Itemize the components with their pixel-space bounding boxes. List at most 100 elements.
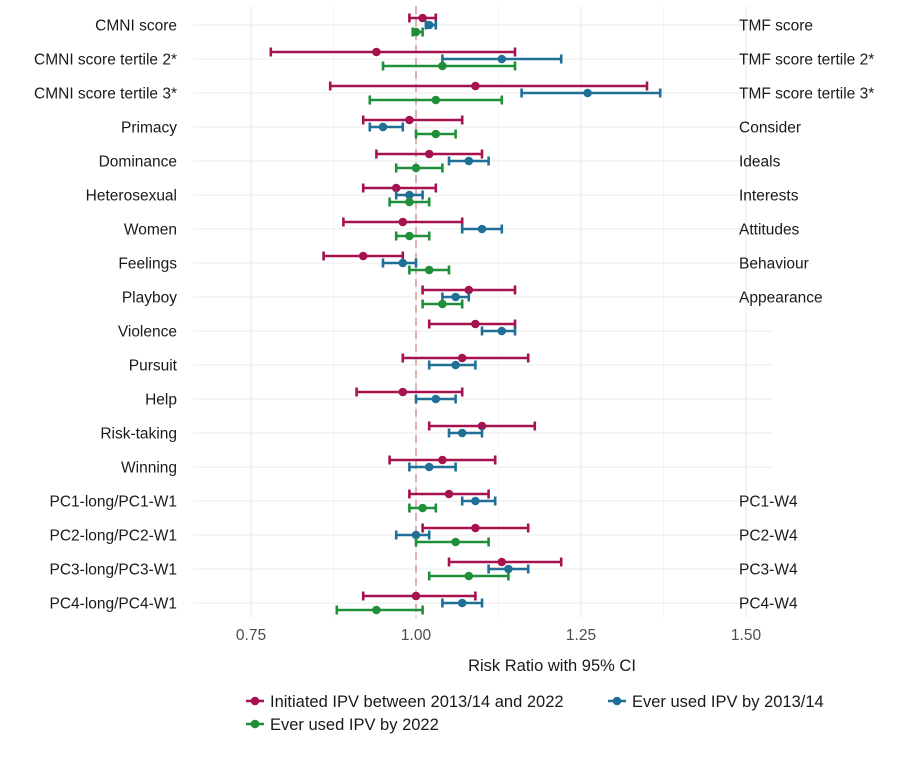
- point-estimate: [411, 591, 421, 601]
- point-estimate: [424, 149, 434, 159]
- point-estimate: [358, 251, 368, 261]
- row-label-right: PC1-W4: [739, 494, 798, 511]
- row-label-left: Feelings: [118, 256, 177, 273]
- point-estimate: [372, 47, 381, 57]
- row-label-right: Ideals: [739, 154, 781, 171]
- row-label-left: CMNI score tertile 2*: [34, 52, 177, 69]
- point-estimate: [438, 61, 447, 71]
- point-estimate: [471, 523, 480, 533]
- legend-label: Ever used IPV by 2013/14: [632, 693, 824, 711]
- legend-swatch-dot: [250, 696, 260, 706]
- point-estimate: [398, 217, 408, 227]
- row-label-right: PC2-W4: [739, 528, 798, 545]
- point-estimate: [438, 455, 447, 465]
- point-estimate: [411, 530, 421, 540]
- row-label-left: Winning: [121, 460, 177, 477]
- point-estimate: [477, 421, 487, 431]
- row-label-left: CMNI score: [95, 18, 177, 35]
- point-estimate: [457, 428, 467, 438]
- point-estimate: [431, 95, 441, 105]
- point-estimate: [471, 81, 480, 91]
- point-estimate: [405, 115, 414, 125]
- row-label-right: Behaviour: [739, 256, 809, 273]
- point-estimate: [372, 605, 381, 615]
- point-estimate: [418, 503, 427, 513]
- point-estimate: [411, 163, 421, 173]
- row-label-left: PC4-long/PC4-W1: [50, 596, 178, 613]
- legend-swatch-dot: [612, 696, 622, 706]
- row-label-left: Women: [124, 222, 177, 239]
- point-estimate: [451, 537, 460, 547]
- row-label-left: Playboy: [122, 290, 177, 307]
- series-2: [368, 20, 662, 608]
- row-label-right: Attitudes: [739, 222, 800, 239]
- legend-item: Ever used IPV by 2022: [246, 716, 439, 734]
- row-label-right: TMF score tertile 2*: [739, 52, 874, 69]
- point-estimate: [477, 224, 487, 234]
- row-label-right: PC4-W4: [739, 596, 798, 613]
- row-label-left: Help: [145, 392, 177, 409]
- point-estimate: [583, 88, 592, 98]
- point-estimate: [497, 557, 507, 567]
- point-estimate: [418, 13, 427, 23]
- chart-marks: [269, 13, 662, 615]
- legend-item: Ever used IPV by 2013/14: [608, 693, 824, 711]
- point-estimate: [497, 54, 507, 64]
- row-label-left: PC3-long/PC3-W1: [50, 562, 178, 579]
- point-estimate: [438, 299, 447, 309]
- point-estimate: [424, 265, 434, 275]
- point-estimate: [444, 489, 454, 499]
- row-label-left: CMNI score tertile 3*: [34, 86, 177, 103]
- point-estimate: [398, 387, 408, 397]
- point-estimate: [405, 190, 414, 200]
- row-label-right: Appearance: [739, 290, 823, 307]
- point-estimate: [424, 20, 434, 30]
- point-estimate: [457, 353, 467, 363]
- x-tick-label: 1.25: [566, 627, 596, 644]
- legend-label: Ever used IPV by 2022: [270, 716, 439, 734]
- point-estimate: [504, 564, 513, 574]
- legend-swatch-dot: [250, 719, 260, 729]
- grid-lines: [193, 6, 773, 618]
- legend-item: Initiated IPV between 2013/14 and 2022: [246, 693, 564, 711]
- point-estimate: [471, 319, 480, 329]
- point-estimate: [424, 462, 434, 472]
- point-estimate: [391, 183, 401, 193]
- point-estimate: [431, 129, 441, 139]
- row-label-right: TMF score: [739, 18, 813, 35]
- x-axis-ticks: 0.75 1.00 1.25 1.50: [236, 627, 762, 644]
- point-estimate: [451, 360, 460, 370]
- point-estimate: [464, 571, 474, 581]
- point-estimate: [464, 156, 474, 166]
- row-label-right: PC3-W4: [739, 562, 798, 579]
- row-label-left: Violence: [118, 324, 177, 341]
- row-label-left: Pursuit: [129, 358, 178, 375]
- point-estimate: [431, 394, 441, 404]
- row-label-right: Interests: [739, 188, 799, 205]
- row-labels-left: CMNI score CMNI score tertile 2* CMNI scor…: [34, 18, 178, 613]
- point-estimate: [451, 292, 460, 302]
- row-label-left: Primacy: [121, 120, 177, 137]
- row-label-right: TMF score tertile 3*: [739, 86, 874, 103]
- point-estimate: [497, 326, 507, 336]
- series-1: [269, 13, 649, 601]
- row-label-right: Consider: [739, 120, 801, 137]
- row-label-left: Dominance: [99, 154, 177, 171]
- row-labels-right: TMF score TMF score tertile 2* TMF score t…: [739, 18, 874, 613]
- point-estimate: [378, 122, 388, 132]
- row-label-left: Heterosexual: [86, 188, 177, 205]
- x-tick-label: 1.00: [401, 627, 432, 644]
- legend: Initiated IPV between 2013/14 and 2022 Ev…: [246, 693, 824, 734]
- x-axis-label: Risk Ratio with 95% CI: [468, 657, 636, 675]
- point-estimate: [411, 27, 421, 37]
- row-label-left: PC2-long/PC2-W1: [50, 528, 178, 545]
- row-label-left: Risk-taking: [100, 426, 177, 443]
- point-estimate: [457, 598, 467, 608]
- point-estimate: [405, 231, 414, 241]
- point-estimate: [398, 258, 408, 268]
- series-3: [335, 27, 517, 615]
- x-tick-label: 1.50: [731, 627, 762, 644]
- x-tick-label: 0.75: [236, 627, 266, 644]
- point-estimate: [471, 496, 480, 506]
